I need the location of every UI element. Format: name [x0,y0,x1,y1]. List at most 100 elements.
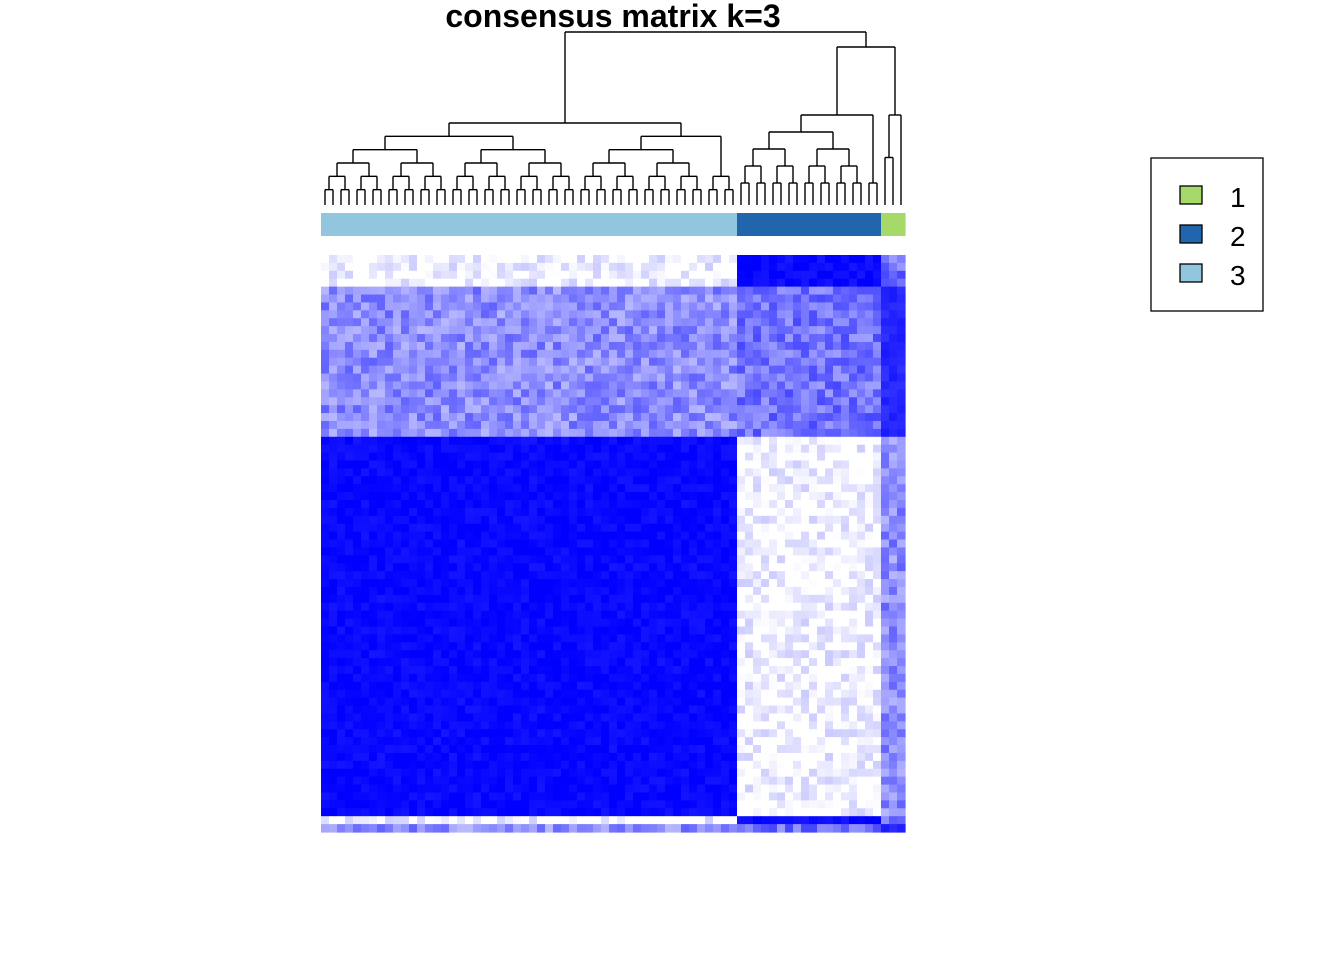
heatmap-cell [865,341,874,351]
heatmap-cell [473,341,482,351]
heatmap-cell [681,681,690,691]
heatmap-cell [897,460,906,470]
heatmap-cell [457,262,466,272]
heatmap-cell [409,721,418,730]
heatmap-cell [481,270,490,280]
heatmap-cell [489,515,498,525]
heatmap-cell [441,745,450,754]
heatmap-cell [633,302,642,311]
heatmap-cell [705,658,714,667]
heatmap-cell [529,547,538,556]
heatmap-cell [681,270,690,280]
heatmap-cell [521,492,530,501]
heatmap-cell [465,610,474,620]
heatmap-cell [809,270,818,280]
heatmap-cell [561,737,570,746]
annotation-cell [873,213,882,236]
heatmap-cell [817,673,826,683]
heatmap-cell [721,373,730,383]
heatmap-cell [505,713,514,722]
heatmap-cell [817,713,826,722]
heatmap-cell [569,681,578,691]
heatmap-cell [625,318,634,327]
heatmap-cell [441,713,450,722]
heatmap-cell [801,413,810,422]
heatmap-cell [377,500,386,509]
heatmap-cell [561,326,570,335]
heatmap-cell [633,547,642,556]
heatmap-cell [553,468,562,477]
heatmap-cell [833,642,842,651]
heatmap-cell [865,334,874,343]
heatmap-cell [777,365,786,375]
heatmap-cell [873,642,882,651]
heatmap-cell [505,705,514,715]
heatmap-cell [729,610,738,620]
heatmap-cell [609,326,618,335]
heatmap-cell [537,500,546,509]
heatmap-cell [841,539,850,549]
heatmap-cell [329,673,338,683]
heatmap-cell [473,713,482,722]
heatmap-cell [417,752,426,762]
heatmap-cell [569,602,578,612]
heatmap-cell [601,444,610,454]
heatmap-cell [449,492,458,501]
heatmap-cell [561,760,570,770]
heatmap-cell [369,555,378,564]
heatmap-cell [737,484,746,493]
heatmap-cell [625,302,634,311]
heatmap-cell [633,476,642,485]
heatmap-cell [705,405,714,414]
heatmap-cell [633,255,642,264]
heatmap-cell [425,334,434,343]
heatmap-cell [585,270,594,280]
heatmap-cell [577,531,586,541]
heatmap-cell [585,697,594,707]
heatmap-cell [777,515,786,525]
heatmap-cell [497,610,506,620]
heatmap-cell [537,555,546,564]
heatmap-cell [649,381,658,390]
heatmap-cell [865,745,874,754]
heatmap-cell [713,310,722,319]
heatmap-cell [617,673,626,683]
heatmap-cell [505,270,514,280]
heatmap-cell [361,476,370,485]
heatmap-cell [457,365,466,375]
heatmap-cell [769,270,778,280]
heatmap-cell [857,318,866,327]
heatmap-cell [825,278,834,288]
heatmap-cell [369,618,378,628]
heatmap-cell [897,666,906,675]
heatmap-cell [665,365,674,375]
heatmap-cell [321,697,330,707]
heatmap-cell [689,373,698,383]
heatmap-cell [769,255,778,264]
heatmap-cell [665,349,674,359]
heatmap-cell [825,341,834,351]
heatmap-cell [745,579,754,588]
heatmap-cell [721,365,730,375]
heatmap-cell [481,729,490,738]
heatmap-cell [649,531,658,541]
heatmap-cell [729,389,738,398]
heatmap-cell [569,262,578,272]
heatmap-cell [489,681,498,691]
heatmap-cell [409,326,418,335]
heatmap-cell [569,642,578,651]
heatmap-cell [585,381,594,390]
heatmap-cell [785,405,794,414]
heatmap-cell [793,729,802,738]
heatmap-cell [361,286,370,296]
heatmap-cell [329,349,338,359]
heatmap-cell [569,729,578,738]
heatmap-cell [817,571,826,580]
heatmap-cell [593,436,602,446]
heatmap-cell [369,729,378,738]
heatmap-cell [393,737,402,746]
heatmap-cell [465,745,474,754]
heatmap-cell [825,365,834,375]
heatmap-cell [849,563,858,572]
heatmap-cell [849,405,858,414]
